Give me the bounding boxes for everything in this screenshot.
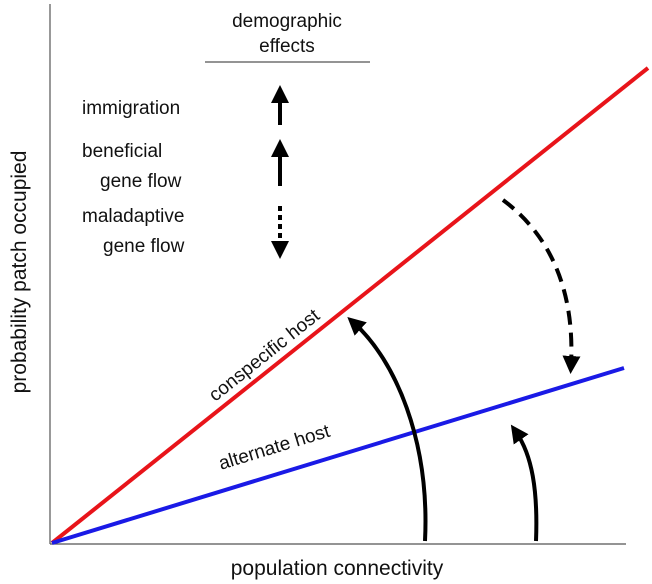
x-axis-label: population connectivity: [231, 557, 444, 580]
legend-label: gene flow: [103, 236, 185, 257]
line-label: alternate host: [216, 421, 333, 475]
legend-label: beneficial: [82, 141, 162, 162]
header-title: effects: [259, 36, 315, 57]
legend-label: maladaptive: [82, 206, 184, 227]
legend-label: immigration: [82, 98, 180, 119]
conspecific-line: [50, 66, 650, 545]
curved-arrow: [347, 316, 428, 542]
curved-arrow: [510, 424, 539, 542]
line-label: conspecific host: [205, 305, 324, 406]
header-title: demographic: [232, 11, 342, 32]
alternate-line: [51, 366, 625, 545]
y-axis-label: probability patch occupied: [8, 151, 31, 394]
curved-arrow-dashed: [501, 198, 581, 374]
legend-label: gene flow: [100, 171, 182, 192]
